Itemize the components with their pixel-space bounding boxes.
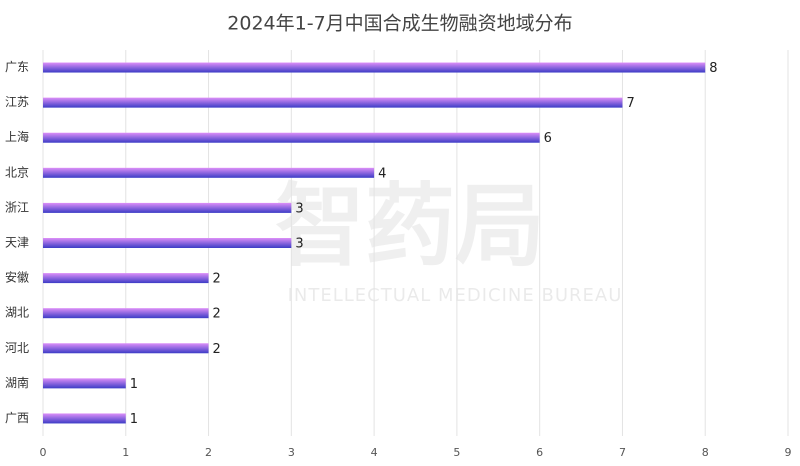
y-tick-label: 广西 — [5, 411, 29, 425]
y-tick-label: 天津 — [5, 236, 29, 250]
y-tick-label: 安徽 — [5, 270, 29, 285]
y-tick-label: 北京 — [5, 165, 29, 179]
value-label: 3 — [295, 201, 303, 216]
y-tick-label: 湖北 — [5, 305, 29, 320]
bar — [43, 273, 209, 284]
watermark-subtitle: INTELLECTUAL MEDICINE BUREAU — [288, 285, 623, 306]
y-tick-label: 江苏 — [5, 95, 29, 109]
value-label: 2 — [213, 342, 221, 357]
x-tick-label: 8 — [702, 446, 709, 459]
chart-title: 2024年1-7月中国合成生物融资地域分布 — [227, 13, 572, 35]
x-tick-label: 5 — [453, 446, 460, 459]
bar — [43, 97, 623, 108]
y-tick-label: 浙江 — [5, 200, 29, 214]
value-label: 2 — [213, 307, 221, 322]
x-tick-label: 2 — [205, 446, 212, 459]
bar — [43, 413, 126, 424]
bar — [43, 62, 706, 73]
bar — [43, 167, 375, 178]
x-tick-label: 1 — [122, 446, 129, 459]
y-tick-label: 广东 — [5, 60, 29, 74]
x-tick-label: 6 — [536, 446, 543, 459]
bar — [43, 343, 209, 354]
watermark: 智药局 — [275, 174, 545, 279]
y-tick-label: 湖南 — [5, 375, 29, 390]
y-tick-label: 上海 — [5, 129, 29, 144]
bar — [43, 202, 292, 213]
y-tick-label: 河北 — [5, 341, 29, 355]
bar — [43, 132, 540, 143]
x-tick-label: 7 — [619, 446, 626, 459]
bar — [43, 308, 209, 319]
x-tick-label: 0 — [40, 446, 47, 459]
bar — [43, 378, 126, 389]
value-label: 1 — [130, 412, 138, 427]
x-tick-label: 9 — [785, 446, 792, 459]
value-label: 2 — [213, 272, 221, 287]
value-label: 1 — [130, 377, 138, 392]
value-label: 8 — [709, 61, 717, 76]
x-tick-label: 4 — [371, 446, 378, 459]
value-label: 7 — [626, 96, 634, 111]
x-tick-label: 3 — [288, 446, 295, 459]
value-label: 4 — [378, 166, 386, 181]
bar — [43, 238, 292, 248]
value-label: 3 — [295, 237, 303, 252]
value-label: 6 — [544, 131, 552, 146]
